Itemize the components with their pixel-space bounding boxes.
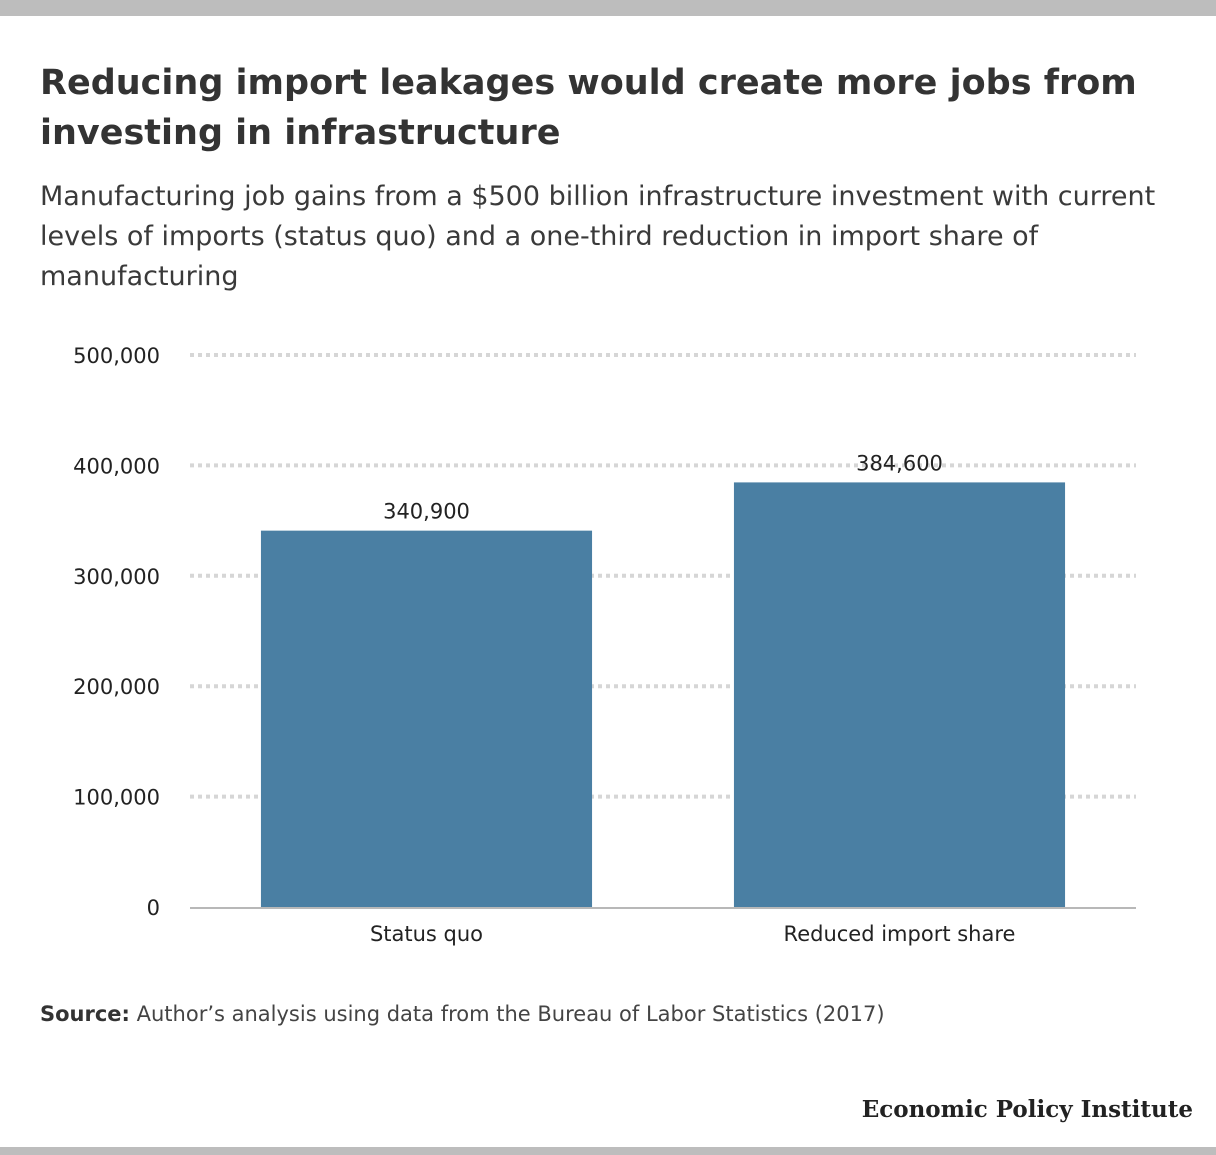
bar-value-label: 340,900 <box>383 500 470 524</box>
bar-value-label: 384,600 <box>856 451 943 475</box>
x-category-label: Reduced import share <box>784 922 1016 946</box>
source-note: Source: Author’s analysis using data fro… <box>40 1002 885 1026</box>
y-axis-ticks: 0 100,000 200,000 300,000 400,000 500,000 <box>73 344 160 920</box>
top-border-bar <box>0 0 1216 16</box>
y-tick-label: 400,000 <box>73 454 160 478</box>
bar-chart: 0 100,000 200,000 300,000 400,000 500,000 340… <box>73 344 1136 946</box>
labels: 340,900 Status quo 384,600 Reduced import s… <box>370 451 1016 946</box>
y-tick-label: 100,000 <box>73 786 160 810</box>
gridlines <box>190 353 1136 799</box>
bottom-border-bar <box>0 1147 1216 1155</box>
source-label: Source: <box>40 1002 130 1026</box>
brand-logo-text: Economic Policy Institute <box>861 1096 1193 1123</box>
x-category-label: Status quo <box>370 922 483 946</box>
chart-subtitle: Manufacturing job gains from a $500 bill… <box>40 181 1156 292</box>
bars <box>260 482 1066 907</box>
y-tick-label: 500,000 <box>73 344 160 368</box>
y-tick-label: 300,000 <box>73 565 160 589</box>
y-tick-label: 200,000 <box>73 675 160 699</box>
y-tick-label: 0 <box>147 896 160 920</box>
source-text: Author’s analysis using data from the Bu… <box>129 1002 885 1026</box>
bar <box>733 482 1066 907</box>
chart-title: Reducing import leakages would create mo… <box>40 63 1137 153</box>
bar <box>260 530 593 907</box>
